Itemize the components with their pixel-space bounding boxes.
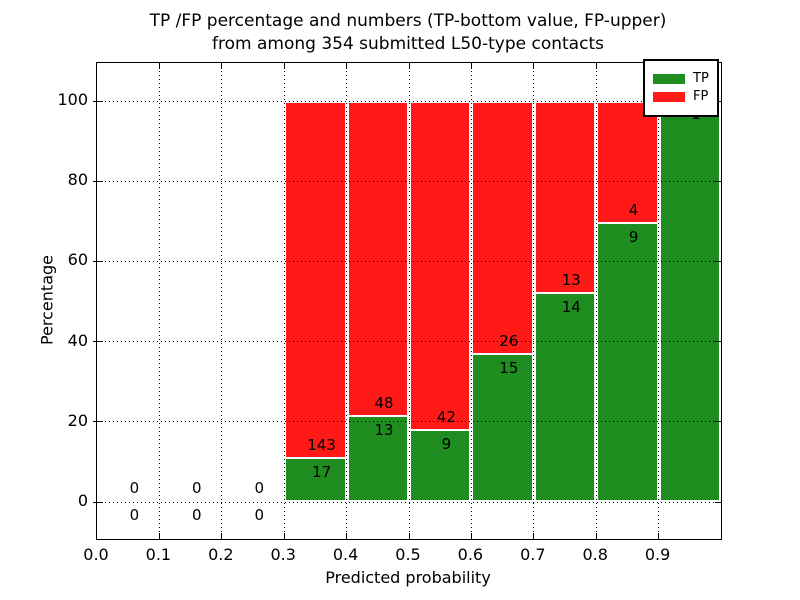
- gridline-horizontal: [97, 100, 721, 102]
- gridline-vertical: [595, 63, 597, 539]
- x-tick-label: 0.6: [457, 545, 484, 564]
- gridline-vertical: [408, 63, 410, 539]
- fp-count-label: 0: [129, 479, 140, 497]
- legend: TP FP: [643, 59, 719, 117]
- fp-count-label: 0: [192, 479, 202, 497]
- fp-count-label: 4: [628, 201, 639, 220]
- tp-color-swatch: [653, 74, 685, 84]
- x-tick-label: 0.2: [208, 545, 234, 564]
- gridline-vertical: [158, 63, 160, 539]
- tp-count-label: 9: [441, 435, 452, 454]
- stacked-bar: [346, 101, 409, 502]
- y-tick-label: 80: [67, 170, 88, 190]
- fp-count-label: 143: [307, 436, 336, 455]
- fp-count-label: 0: [254, 479, 265, 497]
- gridline-vertical: [346, 63, 348, 539]
- fp-color-swatch: [653, 92, 685, 102]
- fp-count-label: 48: [374, 393, 394, 412]
- plot-area: 000000143174813429261513144901 TP FP: [93, 59, 722, 540]
- gridline-vertical: [470, 63, 472, 539]
- gridline-horizontal: [97, 260, 721, 262]
- y-tick-label: 100: [57, 90, 88, 109]
- tp-count-label: 13: [374, 420, 394, 439]
- gridline-vertical: [221, 63, 223, 539]
- y-tick-label: 0: [77, 491, 88, 510]
- stacked-bar: [658, 101, 721, 502]
- fp-count-label: 26: [499, 332, 519, 351]
- tp-count-label: 0: [129, 506, 140, 524]
- y-tick-label: 40: [67, 330, 88, 350]
- legend-entry-tp: TP: [645, 72, 717, 86]
- gridline-vertical: [533, 63, 535, 539]
- gridline-horizontal: [97, 501, 721, 503]
- tp-segment: [598, 222, 657, 500]
- x-tick-label: 0.5: [395, 545, 421, 564]
- stacked-bar: [596, 101, 659, 502]
- tp-segment: [348, 414, 407, 500]
- legend-label-tp: TP: [693, 71, 709, 86]
- gridline-horizontal: [97, 180, 721, 182]
- x-tick-label: 0.1: [145, 545, 172, 564]
- legend-label-fp: FP: [693, 89, 709, 104]
- gridline-horizontal: [97, 341, 721, 343]
- y-tick-label: 20: [67, 410, 88, 430]
- stacked-bar: [471, 101, 534, 502]
- stacked-bar: [284, 101, 347, 502]
- gridline-vertical: [283, 63, 285, 539]
- tp-count-label: 0: [254, 506, 265, 524]
- fp-count-label: 13: [561, 271, 581, 290]
- tp-count-label: 0: [192, 506, 202, 524]
- x-tick-label: 0.0: [83, 545, 109, 564]
- chart-title: TP /FP percentage and numbers (TP-bottom…: [96, 10, 720, 56]
- tp-segment: [535, 292, 595, 500]
- tp-count-label: 9: [628, 228, 639, 247]
- chart-title-line1: TP /FP percentage and numbers (TP-bottom…: [149, 11, 667, 31]
- chart-title-line2: from among 354 submitted L50-type contac…: [212, 34, 604, 54]
- stacked-bar: [409, 101, 472, 502]
- gridline-vertical: [658, 63, 660, 539]
- x-tick-label: 0.9: [644, 545, 671, 564]
- tp-count-label: 15: [499, 359, 519, 378]
- x-axis-label: Predicted probability: [325, 568, 491, 587]
- x-tick-label: 0.7: [520, 545, 546, 564]
- x-tick-label: 0.3: [270, 545, 296, 564]
- x-tick-label: 0.4: [332, 545, 359, 564]
- y-tick-label: 60: [67, 250, 88, 270]
- tp-segment: [473, 353, 532, 500]
- gridline-horizontal: [97, 421, 721, 423]
- tp-segment: [286, 457, 345, 500]
- fp-count-label: 42: [436, 408, 456, 427]
- legend-entry-fp: FP: [645, 90, 717, 104]
- tp-segment: [411, 429, 470, 500]
- y-axis-label: Percentage: [37, 254, 57, 346]
- tp-count-label: 14: [561, 298, 581, 317]
- x-tick-label: 0.8: [582, 545, 608, 564]
- tp-segment: [660, 103, 719, 500]
- tp-count-label: 17: [312, 463, 332, 482]
- stacked-bar: [533, 101, 597, 502]
